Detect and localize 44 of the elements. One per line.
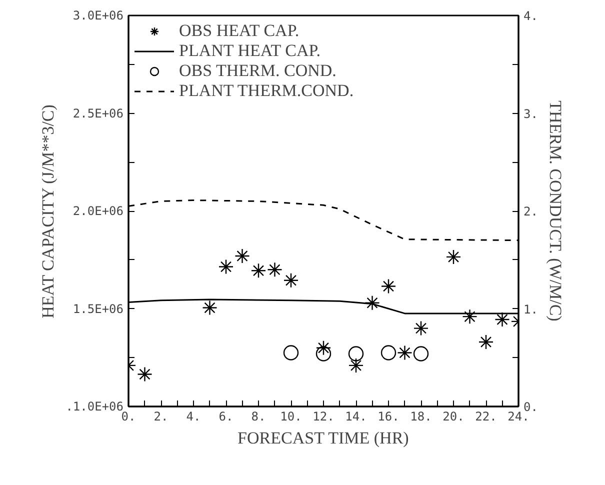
legend-label: OBS HEAT CAP. [179,21,300,41]
x-tick-label: 2. [154,410,168,424]
legend-label: PLANT HEAT CAP. [179,41,321,61]
y2-tick-label: 4. [524,9,538,23]
x-tick-label: 6. [218,410,234,424]
point [364,295,380,310]
point [348,358,364,374]
x-tick-label: 10. [280,410,302,424]
point [413,320,429,336]
x-tick-label: 18. [410,410,432,424]
point [397,345,412,360]
y2-tick-label: 2. [524,204,538,218]
point [494,312,510,328]
x-tick-label: 20. [442,410,464,424]
point [202,300,218,316]
x-tick-label: 4. [186,410,201,424]
point [267,262,282,278]
y-tick-label: 2.0E+06 [72,204,124,218]
point [446,249,462,265]
point [218,259,234,274]
point [462,308,478,324]
y-tick-label: .1.0E+06 [66,400,124,414]
x-tick-label: 12. [312,410,334,424]
x-tick-label: 16. [378,410,400,424]
point [250,263,266,278]
legend-label: OBS THERM. COND. [179,61,336,81]
y-tick-label: 3.0E+06 [72,8,124,22]
legend-label: PLANT THERM.COND. [179,81,354,101]
x-tick-label: 0. [121,410,136,424]
point [137,366,152,382]
y-tick-label: 1.5E+06 [72,302,124,316]
x-tick-label: 8. [251,410,266,424]
point [234,248,250,264]
x-tick-label: 22. [475,410,497,424]
y2-tick-label: 1. [524,302,538,316]
x-tick-label: 14. [345,410,367,424]
point [283,272,299,288]
y2-axis-title: THERM. CONDUCT. (W/M/C) [546,100,565,322]
x-axis-title: FORECAST TIME (HR) [238,428,409,448]
point [478,334,494,350]
y-tick-label: 2.5E+06 [72,106,124,120]
y-axis-title: HEAT CAPACITY (J/M**3/C) [38,104,58,318]
point [380,278,396,294]
y2-tick-label: 3. [524,106,538,121]
